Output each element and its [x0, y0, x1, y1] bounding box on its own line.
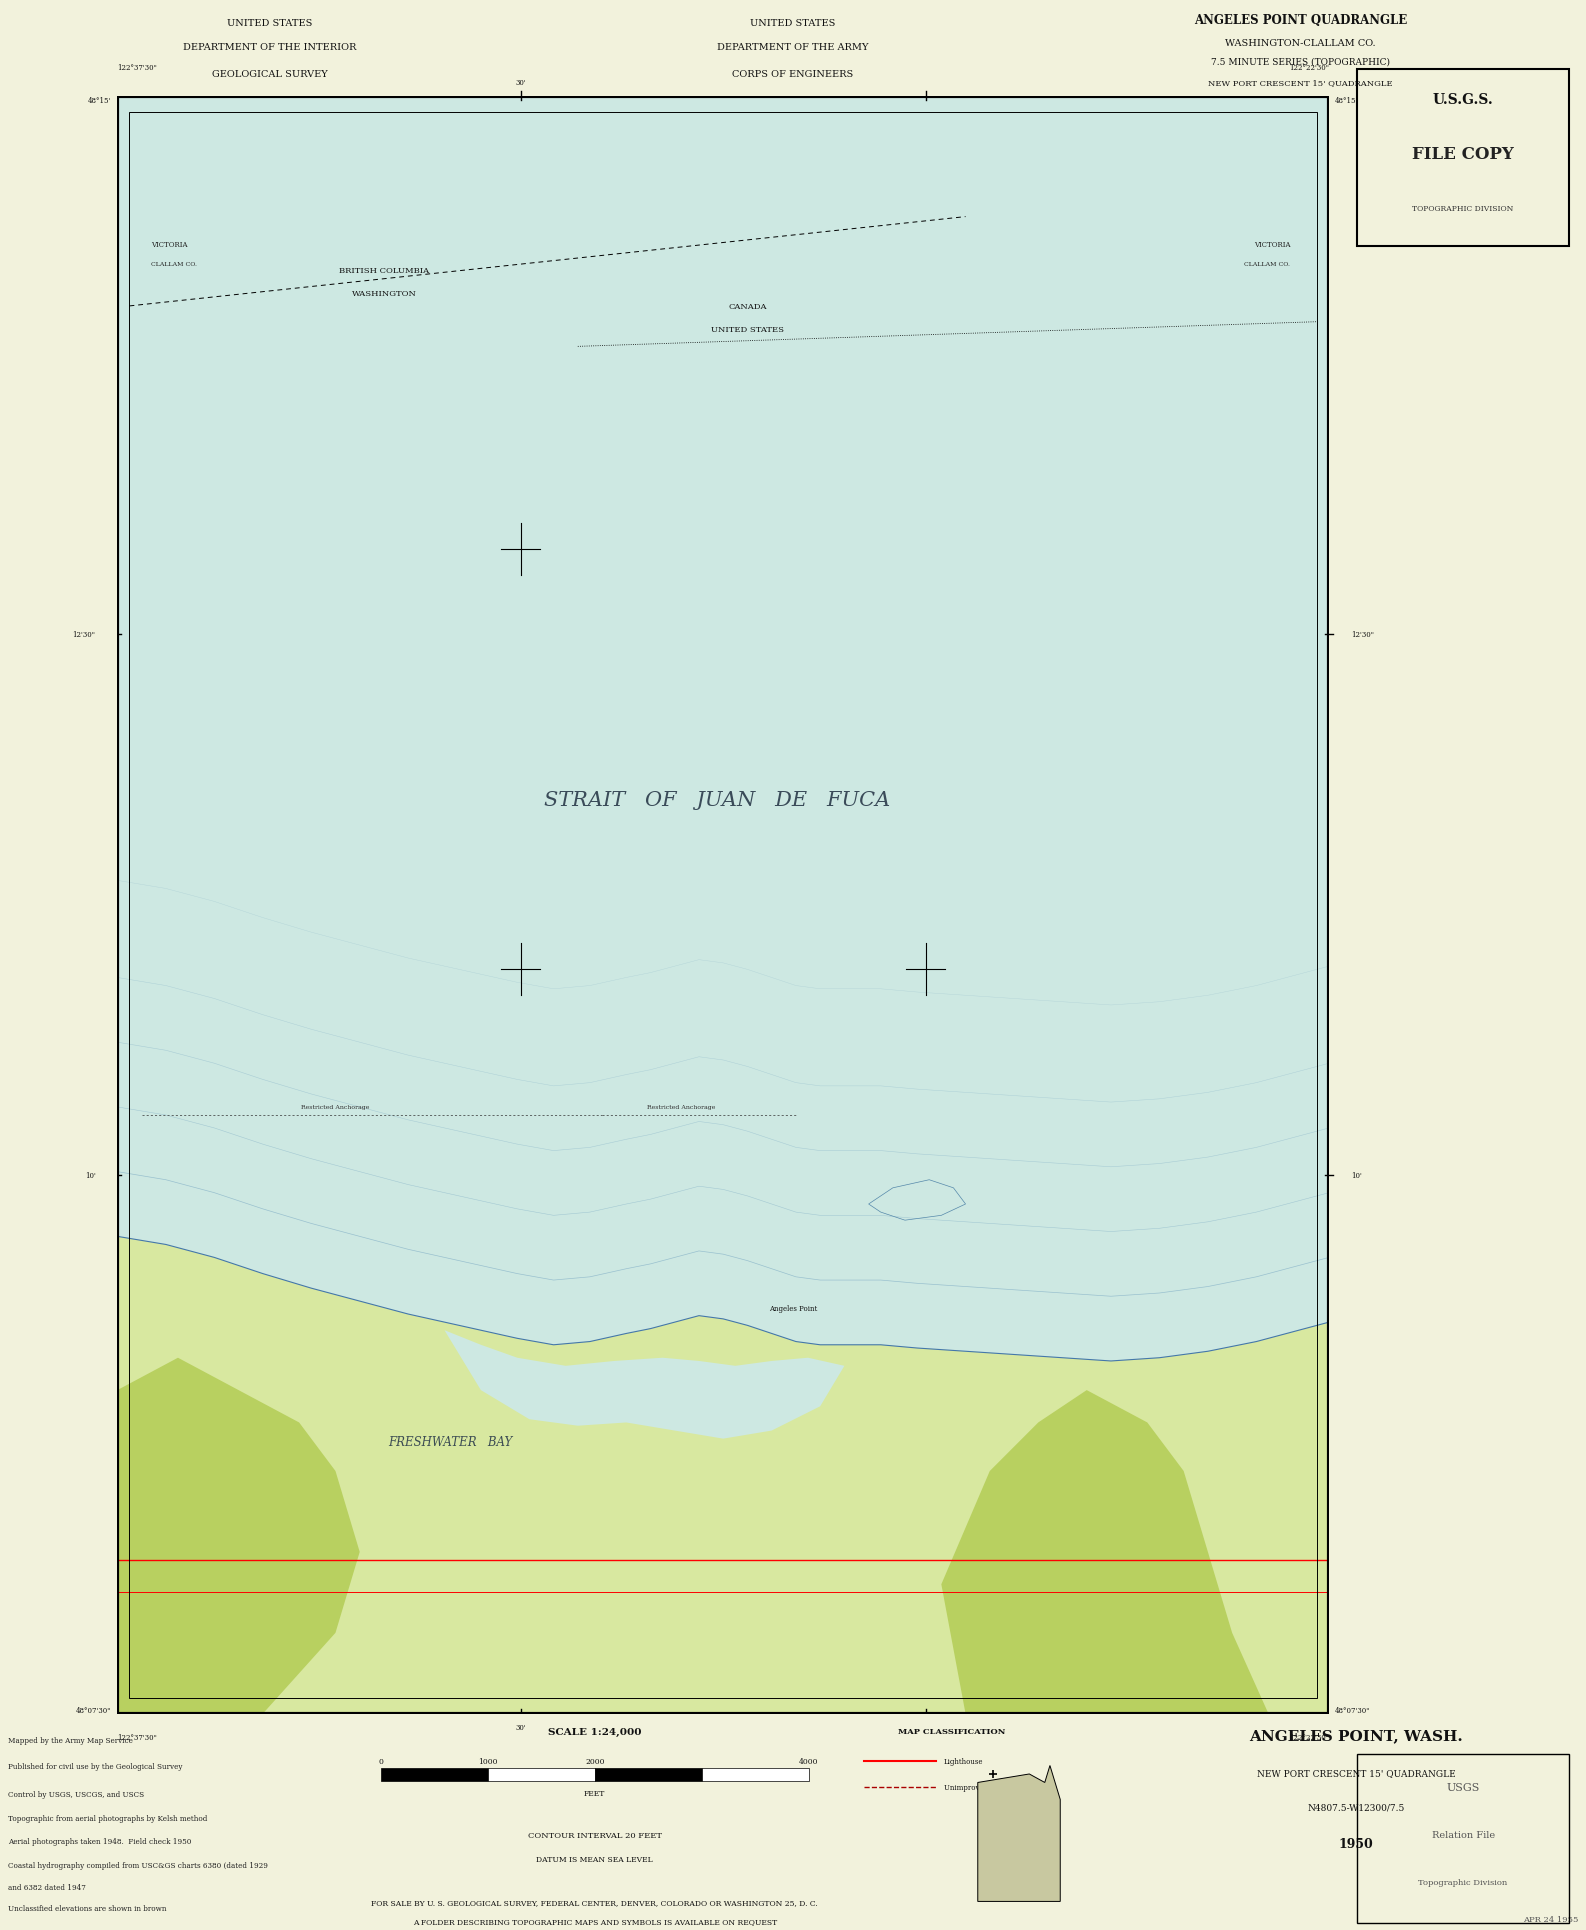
Text: DEPARTMENT OF THE INTERIOR: DEPARTMENT OF THE INTERIOR	[182, 42, 357, 52]
Polygon shape	[444, 1330, 844, 1440]
Text: 0: 0	[377, 1758, 384, 1766]
Bar	[595, 1768, 703, 1781]
Text: 12'30": 12'30"	[73, 631, 95, 639]
Text: ANGELES POINT QUADRANGLE: ANGELES POINT QUADRANGLE	[1194, 15, 1407, 27]
Text: CLALLAM CO.: CLALLAM CO.	[1245, 262, 1291, 266]
Text: 10': 10'	[84, 1172, 95, 1179]
Text: FILE COPY: FILE COPY	[1412, 147, 1515, 162]
Text: CORPS OF ENGINEERS: CORPS OF ENGINEERS	[733, 69, 853, 79]
Text: 48°15': 48°15'	[1335, 96, 1359, 104]
Text: 122°22'30": 122°22'30"	[1289, 64, 1329, 71]
Text: Relation File: Relation File	[1432, 1830, 1494, 1839]
Text: WASHINGTON: WASHINGTON	[352, 290, 417, 297]
Text: UNITED STATES: UNITED STATES	[227, 19, 312, 29]
Text: 122°37'30": 122°37'30"	[117, 64, 157, 71]
Text: Unimproved r.: Unimproved r.	[944, 1783, 994, 1791]
Polygon shape	[117, 1359, 360, 1714]
Text: NEW PORT CRESCENT 15' QUADRANGLE: NEW PORT CRESCENT 15' QUADRANGLE	[1256, 1768, 1456, 1778]
Bar	[703, 1768, 809, 1781]
Text: Coastal hydrography compiled from USC&GS charts 6380 (dated 1929: Coastal hydrography compiled from USC&GS…	[8, 1861, 268, 1868]
Text: A FOLDER DESCRIBING TOPOGRAPHIC MAPS AND SYMBOLS IS AVAILABLE ON REQUEST: A FOLDER DESCRIBING TOPOGRAPHIC MAPS AND…	[412, 1916, 777, 1926]
Text: 48°15': 48°15'	[87, 96, 111, 104]
Text: FEET: FEET	[584, 1789, 606, 1797]
Text: CLALLAM CO.: CLALLAM CO.	[151, 262, 197, 266]
Text: Mapped by the Army Map Service: Mapped by the Army Map Service	[8, 1735, 133, 1745]
Bar	[488, 1768, 595, 1781]
Text: 48°07'30": 48°07'30"	[1335, 1706, 1370, 1714]
Text: Lighthouse: Lighthouse	[944, 1758, 983, 1766]
Text: and 6382 dated 1947: and 6382 dated 1947	[8, 1884, 86, 1891]
Text: N4807.5-W12300/7.5: N4807.5-W12300/7.5	[1307, 1803, 1405, 1810]
Text: APR 24 1955: APR 24 1955	[1523, 1915, 1578, 1922]
Text: U.S.G.S.: U.S.G.S.	[1432, 93, 1494, 108]
Text: CONTOUR INTERVAL 20 FEET: CONTOUR INTERVAL 20 FEET	[528, 1832, 661, 1839]
Text: VICTORIA: VICTORIA	[1255, 241, 1291, 249]
Text: Restricted Anchorage: Restricted Anchorage	[647, 1104, 715, 1110]
Text: 30': 30'	[515, 79, 527, 87]
Text: Control by USGS, USCGS, and USCS: Control by USGS, USCGS, and USCS	[8, 1789, 144, 1799]
Text: VICTORIA: VICTORIA	[151, 241, 187, 249]
Text: 1000: 1000	[477, 1758, 498, 1766]
Text: 12'30": 12'30"	[1351, 631, 1373, 639]
Text: 30': 30'	[515, 1723, 527, 1731]
Text: Aerial photographs taken 1948.  Field check 1950: Aerial photographs taken 1948. Field che…	[8, 1837, 192, 1845]
Text: 1950: 1950	[1339, 1837, 1373, 1851]
Text: 122°37'30": 122°37'30"	[117, 1733, 157, 1741]
Polygon shape	[117, 1237, 1329, 1714]
Text: USGS: USGS	[1446, 1781, 1480, 1791]
Text: FRESHWATER   BAY: FRESHWATER BAY	[389, 1436, 512, 1449]
Text: ANGELES POINT, WASH.: ANGELES POINT, WASH.	[1250, 1729, 1462, 1743]
Text: 4000: 4000	[799, 1758, 818, 1766]
Text: MAP CLASSIFICATION: MAP CLASSIFICATION	[898, 1727, 1006, 1735]
Text: STRAIT   OF   JUAN   DE   FUCA: STRAIT OF JUAN DE FUCA	[544, 791, 890, 809]
Text: DATUM IS MEAN SEA LEVEL: DATUM IS MEAN SEA LEVEL	[536, 1855, 653, 1862]
Text: Unclassified elevations are shown in brown: Unclassified elevations are shown in bro…	[8, 1905, 167, 1913]
Text: DEPARTMENT OF THE ARMY: DEPARTMENT OF THE ARMY	[717, 42, 869, 52]
Text: CANADA: CANADA	[728, 303, 766, 311]
Text: Published for civil use by the Geological Survey: Published for civil use by the Geologica…	[8, 1762, 182, 1770]
Text: BRITISH COLUMBIA: BRITISH COLUMBIA	[339, 266, 428, 276]
Text: Angeles Point: Angeles Point	[769, 1305, 817, 1312]
Text: 122°22'30": 122°22'30"	[1289, 1733, 1329, 1741]
Text: Restricted Anchorage: Restricted Anchorage	[301, 1104, 370, 1110]
Text: NEW PORT CRESCENT 15' QUADRANGLE: NEW PORT CRESCENT 15' QUADRANGLE	[1209, 79, 1393, 87]
Text: Topographic from aerial photographs by Kelsh method: Topographic from aerial photographs by K…	[8, 1814, 208, 1822]
Text: SCALE 1:24,000: SCALE 1:24,000	[549, 1727, 641, 1735]
Text: TOPOGRAPHIC DIVISION: TOPOGRAPHIC DIVISION	[1413, 205, 1513, 212]
Text: UNITED STATES: UNITED STATES	[711, 326, 783, 334]
Text: 48°07'30": 48°07'30"	[76, 1706, 111, 1714]
Text: WASHINGTON-CLALLAM CO.: WASHINGTON-CLALLAM CO.	[1226, 39, 1375, 48]
Bar	[381, 1768, 488, 1781]
Polygon shape	[869, 1179, 966, 1220]
Polygon shape	[942, 1390, 1269, 1714]
Text: FOR SALE BY U. S. GEOLOGICAL SURVEY, FEDERAL CENTER, DENVER, COLORADO OR WASHING: FOR SALE BY U. S. GEOLOGICAL SURVEY, FED…	[371, 1897, 818, 1907]
Text: 2000: 2000	[585, 1758, 604, 1766]
Text: GEOLOGICAL SURVEY: GEOLOGICAL SURVEY	[213, 69, 327, 79]
Polygon shape	[977, 1766, 1061, 1901]
Text: Topographic Division: Topographic Division	[1418, 1878, 1508, 1886]
Text: 10': 10'	[1351, 1172, 1362, 1179]
Text: 7.5 MINUTE SERIES (TOPOGRAPHIC): 7.5 MINUTE SERIES (TOPOGRAPHIC)	[1212, 58, 1389, 68]
Text: UNITED STATES: UNITED STATES	[750, 19, 836, 29]
